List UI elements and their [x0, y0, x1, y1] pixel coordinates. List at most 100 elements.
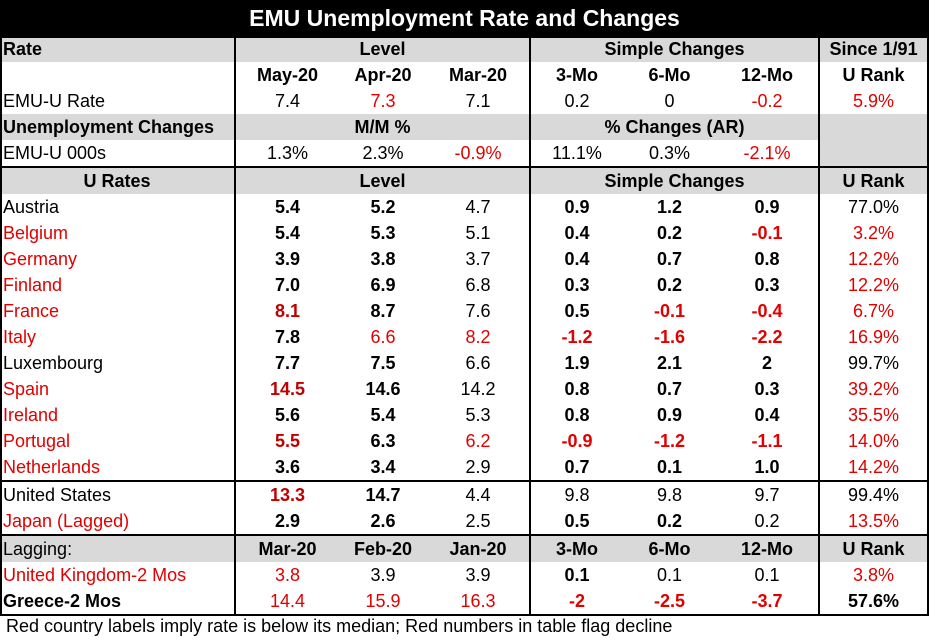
emu-000s-row: EMU-U 000s 1.3% 2.3% -0.9% 11.1% 0.3% -2… [0, 140, 928, 168]
country-label: Netherlands [0, 454, 236, 482]
cell: 0.7 [657, 379, 683, 399]
emu-rate-row: EMU-U Rate 7.4 7.3 7.1 0.2 0 -0.2 5.9% [0, 88, 927, 114]
cell: 8.2 [427, 324, 532, 350]
cell: 1.0 [716, 454, 821, 482]
cell: 7.5 [370, 353, 396, 373]
table-row: Japan (Lagged) 2.9 2.6 2.5 0.5 0.2 0.2 1… [0, 508, 928, 536]
cell: 7.6 [427, 298, 532, 324]
table-row: Ireland 5.6 5.4 5.3 0.8 0.9 0.4 35.5% [0, 402, 927, 428]
cell: 4.7 [427, 194, 532, 220]
cell: 8.7 [370, 301, 396, 321]
lagging-label: Lagging: [0, 535, 236, 562]
cell: 0.5 [530, 508, 624, 536]
u-rates-header-row: U Rates Level Simple Changes U Rank [0, 167, 928, 194]
country-label: Luxembourg [0, 350, 236, 376]
cell: 7.1 [427, 88, 532, 114]
cell: 5.9% [853, 91, 895, 111]
cell: 5.4 [274, 197, 301, 217]
cell: -3.7 [716, 588, 821, 614]
level-header: Level [235, 36, 532, 62]
cell: -0.4 [716, 298, 821, 324]
cell: 5.2 [370, 197, 396, 217]
country-label: Germany [0, 246, 236, 272]
country-label: Greece-2 Mos [0, 588, 236, 614]
cell: 3.7 [427, 246, 532, 272]
cell: 0.2 [657, 275, 683, 295]
cell: 1.9 [564, 353, 590, 373]
cell: -2 [569, 591, 586, 611]
cell: 6.9 [370, 275, 396, 295]
col-3mo: 3-Mo [556, 65, 599, 85]
cell: 6.2 [427, 428, 532, 454]
cell: 2 [716, 350, 821, 376]
cell: -2.1% [716, 140, 821, 168]
cell: 1.2 [657, 197, 683, 217]
simple-changes-header: Simple Changes [530, 36, 821, 62]
table-row: Germany 3.9 3.8 3.7 0.4 0.7 0.8 12.2% [0, 246, 927, 272]
cell: 5.1 [427, 220, 532, 246]
country-label: Italy [0, 324, 236, 350]
cell: -2.2 [716, 324, 821, 350]
cell: 6.6 [427, 350, 532, 376]
cell: 3.9 [427, 562, 532, 588]
country-label: Belgium [0, 220, 236, 246]
cell: 0.3 [716, 376, 821, 402]
col-12mo: 12-Mo [716, 535, 821, 562]
cell: 11.1% [530, 140, 624, 168]
cell: 14.6 [365, 379, 401, 399]
cell: 0.1 [564, 565, 590, 585]
cell: 0.9 [716, 194, 821, 220]
cell: 16.9% [848, 327, 900, 347]
cell: 0.9 [657, 405, 683, 425]
cell: 2.6 [339, 508, 427, 536]
table-title: EMU Unemployment Rate and Changes [0, 0, 929, 36]
row-label: EMU-U 000s [0, 140, 236, 168]
country-label: Ireland [0, 402, 236, 428]
table-row: France 8.1 8.7 7.6 0.5 -0.1 -0.4 6.7% [0, 298, 927, 324]
country-label: United Kingdom-2 Mos [0, 562, 236, 588]
cell: 4.4 [427, 481, 532, 508]
col-6mo: 6-Mo [648, 65, 691, 85]
country-label: United States [0, 481, 236, 508]
cell: 3.8 [370, 249, 396, 269]
cell: 2.5 [427, 508, 532, 536]
u-rank-header: U Rank [819, 167, 928, 194]
col-u-rank: U Rank [819, 535, 928, 562]
cell: -0.9 [561, 431, 593, 451]
cell: 2.1 [657, 353, 683, 373]
cell: 0.8 [564, 405, 590, 425]
table-row: Italy 7.8 6.6 8.2 -1.2 -1.6 -2.2 16.9% [0, 324, 927, 350]
changes-label: Unemployment Changes [0, 114, 236, 140]
country-label: France [0, 298, 236, 324]
cell: 3.2% [853, 223, 895, 243]
country-label: Austria [0, 194, 236, 220]
cell: 7.0 [274, 275, 301, 295]
cell: 13.5% [819, 508, 928, 536]
cell: 14.0% [848, 431, 900, 451]
table-row: Finland 7.0 6.9 6.8 0.3 0.2 0.3 12.2% [0, 272, 927, 298]
cell: 5.4 [274, 223, 301, 243]
cell: -0.1 [654, 301, 686, 321]
cell: 3.8 [274, 565, 301, 585]
cell: 3.9 [274, 249, 301, 269]
header-row-1: Rate Level Simple Changes Since 1/91 [0, 36, 928, 62]
cell: 3.9 [370, 565, 396, 585]
col-mar-20: Mar-20 [235, 535, 339, 562]
header-row-2: May-20 Apr-20 Mar-20 3-Mo 6-Mo 12-Mo U R… [0, 62, 927, 88]
col-feb-20: Feb-20 [339, 535, 427, 562]
cell: -1.1 [716, 428, 821, 454]
cell: 39.2% [848, 379, 900, 399]
cell: 0.3 [564, 275, 590, 295]
cell: 16.3 [427, 588, 532, 614]
cell: 14.4 [269, 591, 306, 611]
table-row: Austria 5.4 5.2 4.7 0.9 1.2 0.9 77.0% [0, 194, 927, 220]
u-rates-level-header: Level [235, 167, 532, 194]
cell: 7.8 [274, 327, 301, 347]
cell: -0.9% [427, 140, 532, 168]
cell: 5.3 [370, 223, 396, 243]
cell: 0 [664, 91, 675, 111]
cell: 14.2 [427, 376, 532, 402]
table-row: Spain 14.5 14.6 14.2 0.8 0.7 0.3 39.2% [0, 376, 927, 402]
u-rates-simple-header: Simple Changes [530, 167, 821, 194]
country-label: Finland [0, 272, 236, 298]
